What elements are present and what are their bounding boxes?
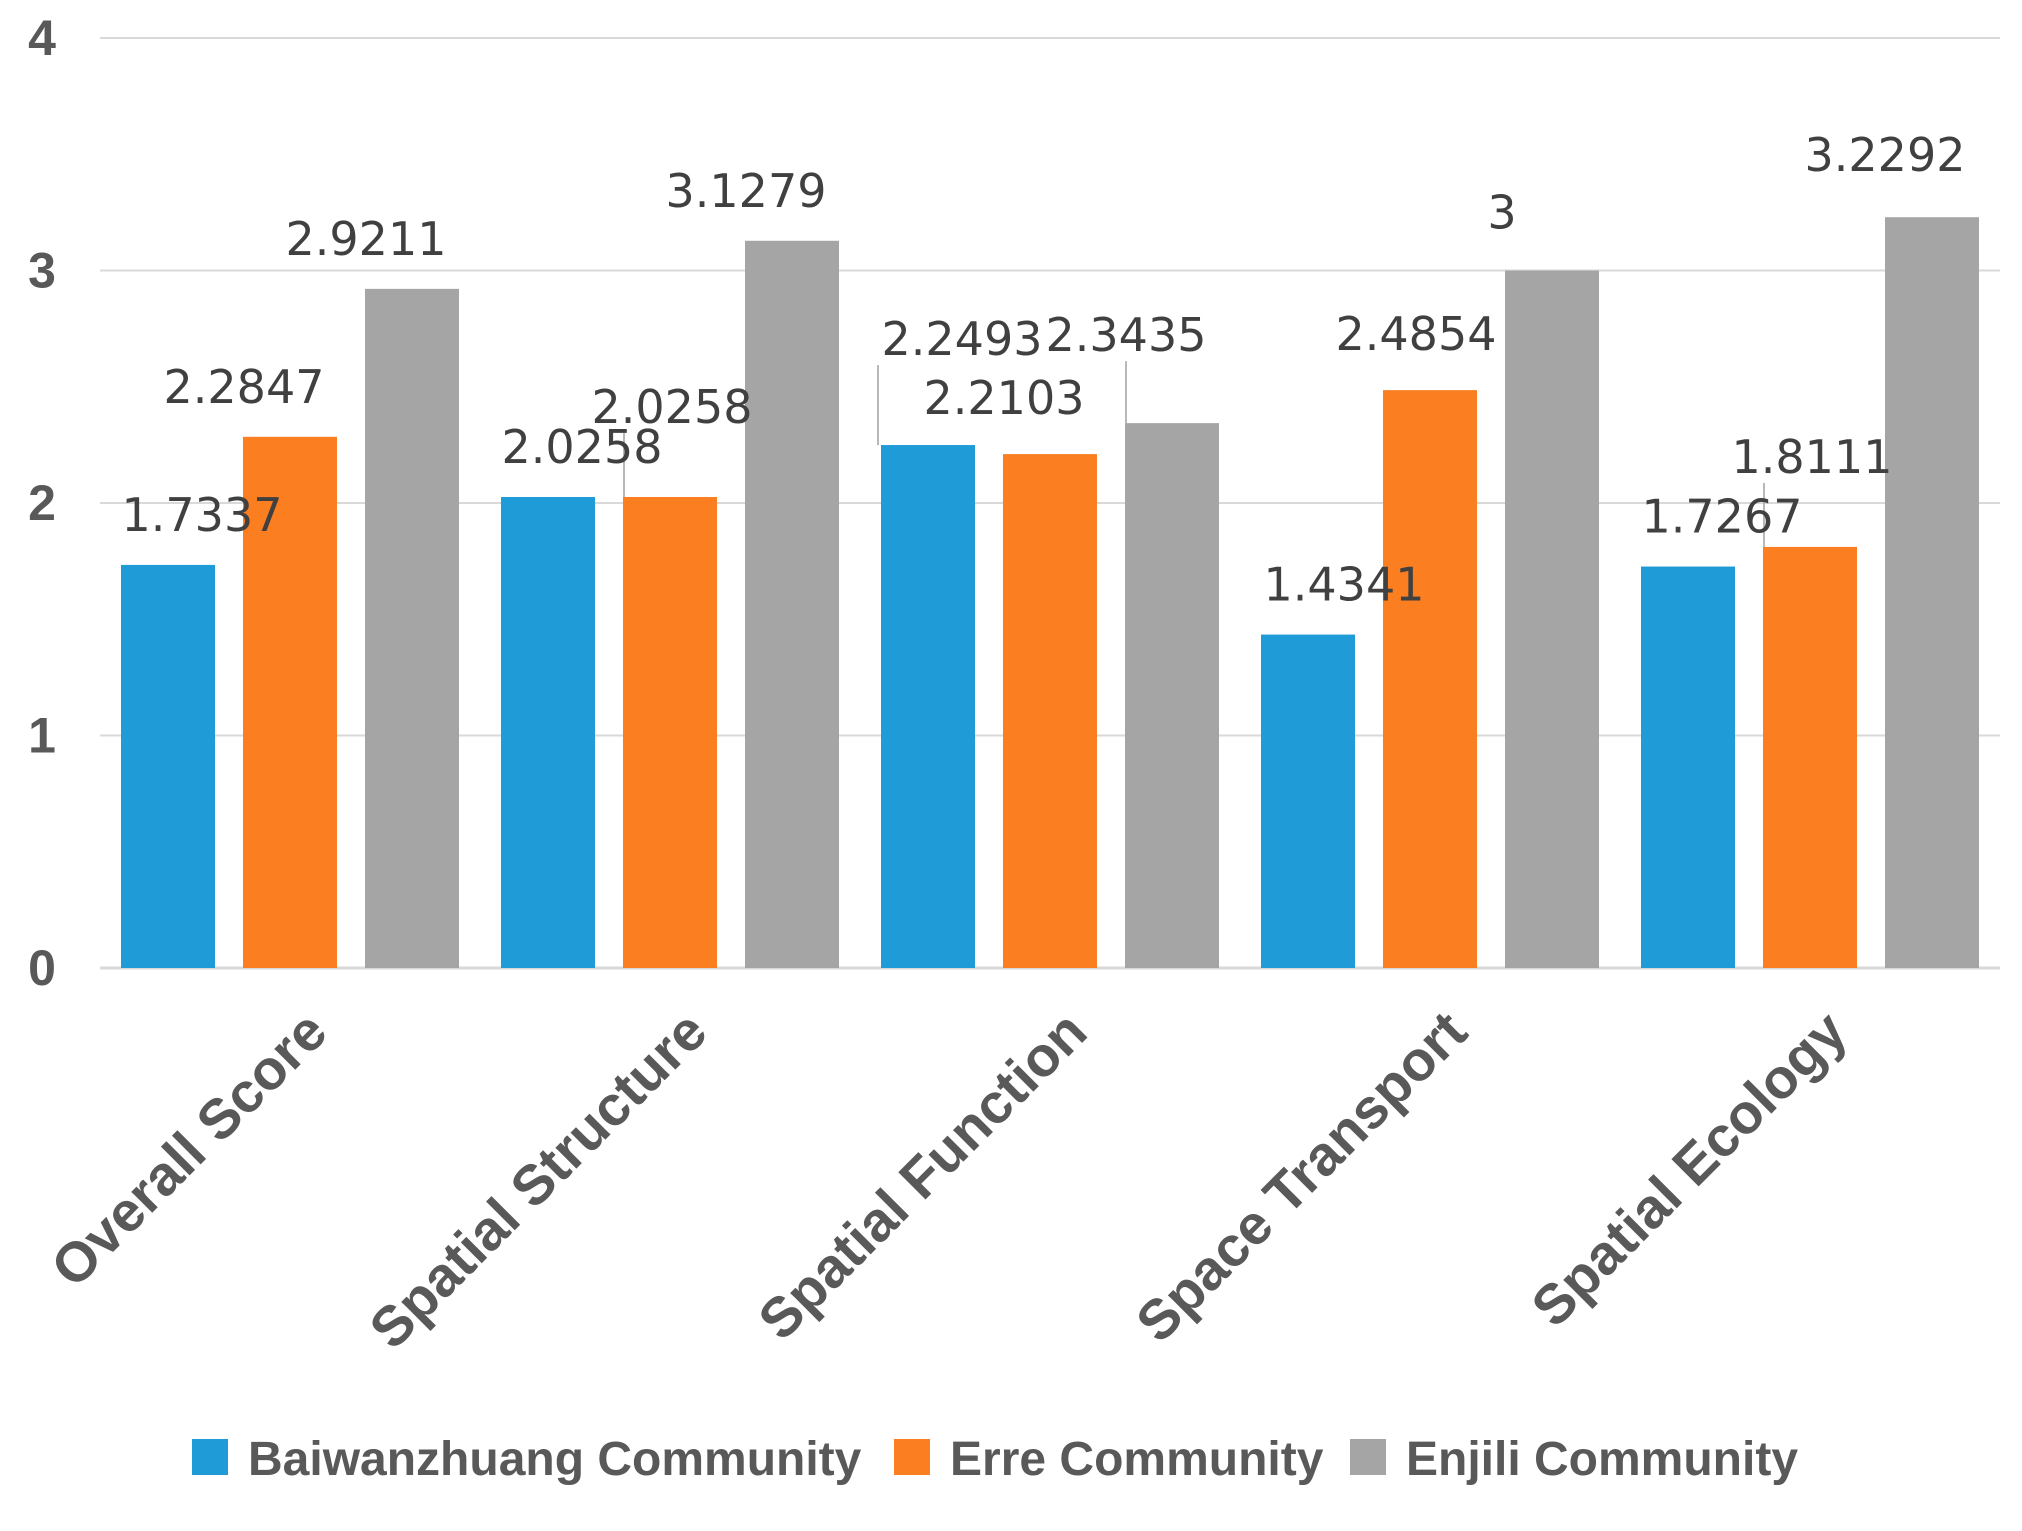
- bar-1-0: [501, 497, 595, 968]
- bar-3-1: [1383, 390, 1477, 968]
- legend-label: Baiwanzhuang Community: [248, 1433, 862, 1486]
- bar-0-0: [121, 564, 215, 968]
- category-label: Spatial Ecology: [1519, 999, 1858, 1338]
- data-label: 3.1279: [666, 164, 827, 218]
- category-label: Space Transport: [1124, 999, 1479, 1354]
- bars: [121, 217, 1979, 969]
- bar-3-2: [1505, 270, 1599, 968]
- bar-1-2: [745, 240, 839, 968]
- legend-swatch: [1350, 1439, 1386, 1475]
- data-label: 3: [1487, 186, 1516, 240]
- bar-2-1: [1003, 454, 1097, 969]
- legend-swatch: [894, 1439, 930, 1475]
- data-label: 2.2103: [924, 371, 1085, 425]
- y-tick-label: 2: [28, 475, 56, 531]
- data-label: 1.8111: [1732, 430, 1893, 484]
- y-axis-ticks: 0 1 2 3 4: [28, 10, 56, 996]
- legend-label: Erre Community: [950, 1433, 1324, 1486]
- legend: Baiwanzhuang Community Erre Community Enji…: [192, 1433, 1798, 1486]
- bar-0-2: [365, 288, 459, 968]
- data-label: 2.4854: [1336, 307, 1497, 361]
- category-label: Overall Score: [39, 999, 339, 1299]
- bar-2-0: [881, 445, 975, 969]
- data-label: 1.7337: [122, 488, 283, 542]
- data-label: 1.4341: [1264, 558, 1425, 612]
- label-leader-lines: [623, 361, 1765, 547]
- x-axis-categories: Overall Score Spatial Structure Spatial Fu…: [39, 999, 1859, 1360]
- bar-0-1: [243, 436, 337, 968]
- y-tick-label: 0: [28, 940, 56, 996]
- bar-4-2: [1885, 217, 1979, 968]
- data-label: 1.7267: [1642, 490, 1803, 544]
- category-label: Spatial Structure: [357, 999, 718, 1360]
- category-label: Spatial Function: [746, 999, 1099, 1352]
- y-tick-label: 3: [28, 243, 56, 299]
- data-label: 2.9211: [286, 212, 447, 266]
- legend-swatch: [192, 1439, 228, 1475]
- data-label: 2.3435: [1046, 308, 1207, 362]
- y-tick-label: 4: [28, 10, 56, 66]
- legend-label: Enjili Community: [1406, 1433, 1798, 1486]
- bar-3-0: [1261, 634, 1355, 968]
- data-label: 2.0258: [592, 380, 753, 434]
- data-label: 2.2847: [164, 360, 325, 414]
- data-label: 3.2292: [1805, 128, 1966, 182]
- data-labels: 1.7337 2.0258 2.2493 1.4341 1.7267 2.2847 2.02…: [122, 128, 1966, 611]
- bar-4-0: [1641, 566, 1735, 968]
- data-label: 2.2493: [882, 312, 1043, 366]
- bar-2-2: [1125, 423, 1219, 969]
- data-label: 2.0258: [502, 420, 663, 474]
- bar-4-1: [1763, 546, 1857, 968]
- y-tick-label: 1: [28, 708, 56, 764]
- bar-1-1: [623, 497, 717, 968]
